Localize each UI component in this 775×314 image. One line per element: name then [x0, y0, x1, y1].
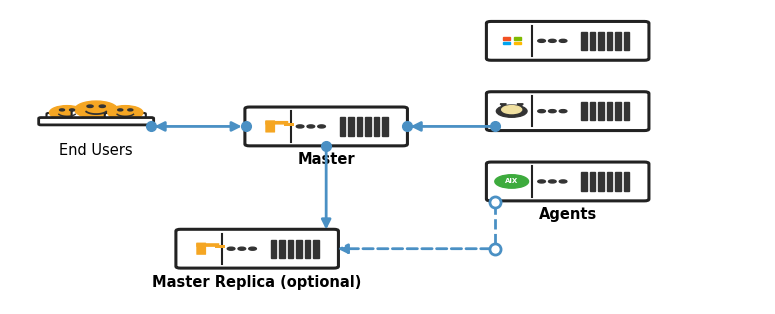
FancyBboxPatch shape — [39, 117, 153, 125]
FancyBboxPatch shape — [215, 245, 225, 248]
Bar — [590, 102, 595, 120]
FancyBboxPatch shape — [46, 113, 88, 122]
Text: End Users: End Users — [60, 143, 133, 158]
Bar — [607, 102, 612, 120]
FancyBboxPatch shape — [487, 162, 649, 201]
Circle shape — [99, 105, 105, 107]
Circle shape — [318, 125, 326, 128]
Circle shape — [60, 109, 64, 111]
FancyBboxPatch shape — [245, 107, 408, 146]
Bar — [615, 102, 621, 120]
Bar — [581, 102, 587, 120]
Bar — [624, 102, 629, 120]
Circle shape — [307, 125, 315, 128]
Bar — [313, 240, 319, 258]
Bar — [598, 32, 604, 50]
Circle shape — [87, 105, 93, 107]
Bar — [503, 37, 510, 40]
Circle shape — [118, 109, 122, 111]
Circle shape — [108, 106, 143, 120]
FancyBboxPatch shape — [487, 21, 649, 60]
Bar — [598, 172, 604, 191]
Bar — [374, 117, 379, 136]
FancyBboxPatch shape — [71, 110, 121, 121]
Bar — [280, 240, 284, 258]
Bar — [615, 32, 621, 50]
Bar — [514, 42, 521, 44]
Bar — [590, 172, 595, 191]
Bar — [590, 32, 595, 50]
Bar — [382, 117, 388, 136]
Circle shape — [494, 175, 529, 188]
FancyBboxPatch shape — [196, 243, 219, 247]
FancyBboxPatch shape — [265, 121, 288, 125]
Bar — [356, 117, 362, 136]
Polygon shape — [500, 104, 506, 107]
Polygon shape — [517, 104, 523, 107]
Bar — [288, 240, 293, 258]
Circle shape — [249, 247, 257, 250]
Circle shape — [70, 109, 74, 111]
Circle shape — [538, 180, 546, 183]
Bar — [581, 32, 587, 50]
Text: AIX: AIX — [505, 178, 518, 184]
FancyBboxPatch shape — [284, 123, 294, 126]
Text: Master Replica (optional): Master Replica (optional) — [153, 275, 362, 290]
FancyBboxPatch shape — [176, 229, 339, 268]
FancyBboxPatch shape — [105, 113, 146, 122]
FancyBboxPatch shape — [196, 243, 206, 255]
Circle shape — [50, 106, 84, 120]
Circle shape — [496, 105, 527, 117]
Text: Master: Master — [298, 152, 355, 167]
Circle shape — [501, 106, 522, 114]
Bar — [607, 32, 612, 50]
Circle shape — [227, 247, 235, 250]
Text: Agents: Agents — [539, 208, 597, 222]
Circle shape — [549, 39, 556, 42]
Bar — [365, 117, 370, 136]
Bar — [607, 172, 612, 191]
Circle shape — [74, 101, 118, 118]
FancyBboxPatch shape — [487, 92, 649, 131]
Circle shape — [549, 180, 556, 183]
Circle shape — [538, 110, 546, 113]
Bar — [340, 117, 346, 136]
Circle shape — [560, 180, 567, 183]
Bar — [581, 172, 587, 191]
Bar — [615, 172, 621, 191]
Circle shape — [238, 247, 246, 250]
Circle shape — [560, 39, 567, 42]
Bar — [624, 32, 629, 50]
Bar — [305, 240, 310, 258]
Bar — [271, 240, 277, 258]
FancyBboxPatch shape — [265, 120, 275, 133]
Bar — [624, 172, 629, 191]
Bar — [514, 37, 521, 40]
Bar — [598, 102, 604, 120]
Bar — [349, 117, 353, 136]
Circle shape — [538, 39, 546, 42]
Circle shape — [560, 110, 567, 113]
Circle shape — [549, 110, 556, 113]
Circle shape — [128, 109, 133, 111]
Circle shape — [296, 125, 304, 128]
Bar — [503, 42, 510, 44]
Bar — [296, 240, 301, 258]
